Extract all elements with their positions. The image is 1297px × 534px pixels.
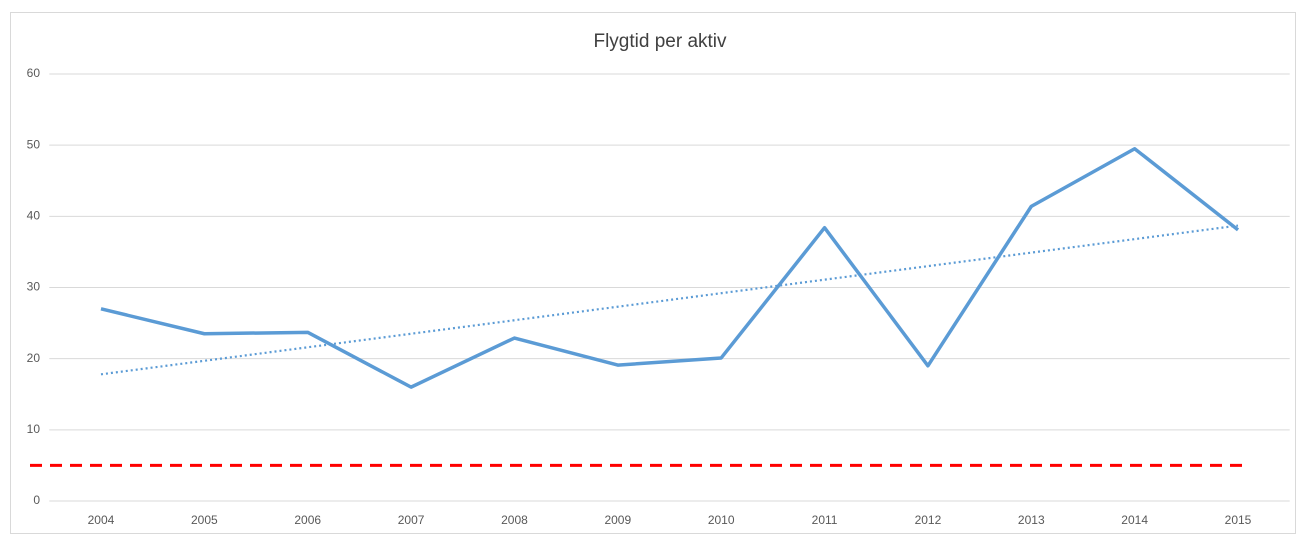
y-tick-label: 20 — [27, 351, 41, 365]
x-tick-label: 2013 — [1018, 513, 1045, 527]
x-tick-label: 2008 — [501, 513, 528, 527]
x-tick-label: 2011 — [812, 513, 838, 527]
y-tick-label: 30 — [27, 280, 41, 294]
x-tick-label: 2006 — [294, 513, 321, 527]
x-tick-label: 2005 — [191, 513, 218, 527]
chart-title: Flygtid per aktiv — [593, 31, 727, 52]
x-tick-label: 2014 — [1121, 513, 1148, 527]
x-tick-label: 2004 — [88, 513, 115, 527]
x-tick-label: 2007 — [398, 513, 425, 527]
y-tick-label: 10 — [27, 422, 41, 436]
x-tick-label: 2015 — [1225, 513, 1252, 527]
y-tick-label: 40 — [27, 209, 41, 223]
trend-line — [100, 224, 1239, 376]
y-tick-label: 50 — [27, 137, 41, 151]
data-line — [100, 146, 1240, 389]
x-tick-label: 2010 — [708, 513, 735, 527]
y-tick-label: 0 — [33, 493, 40, 507]
x-tick-label: 2009 — [604, 513, 631, 527]
y-tick-label: 60 — [27, 66, 41, 80]
chart-frame — [10, 12, 1296, 534]
x-tick-label: 2012 — [915, 513, 942, 527]
